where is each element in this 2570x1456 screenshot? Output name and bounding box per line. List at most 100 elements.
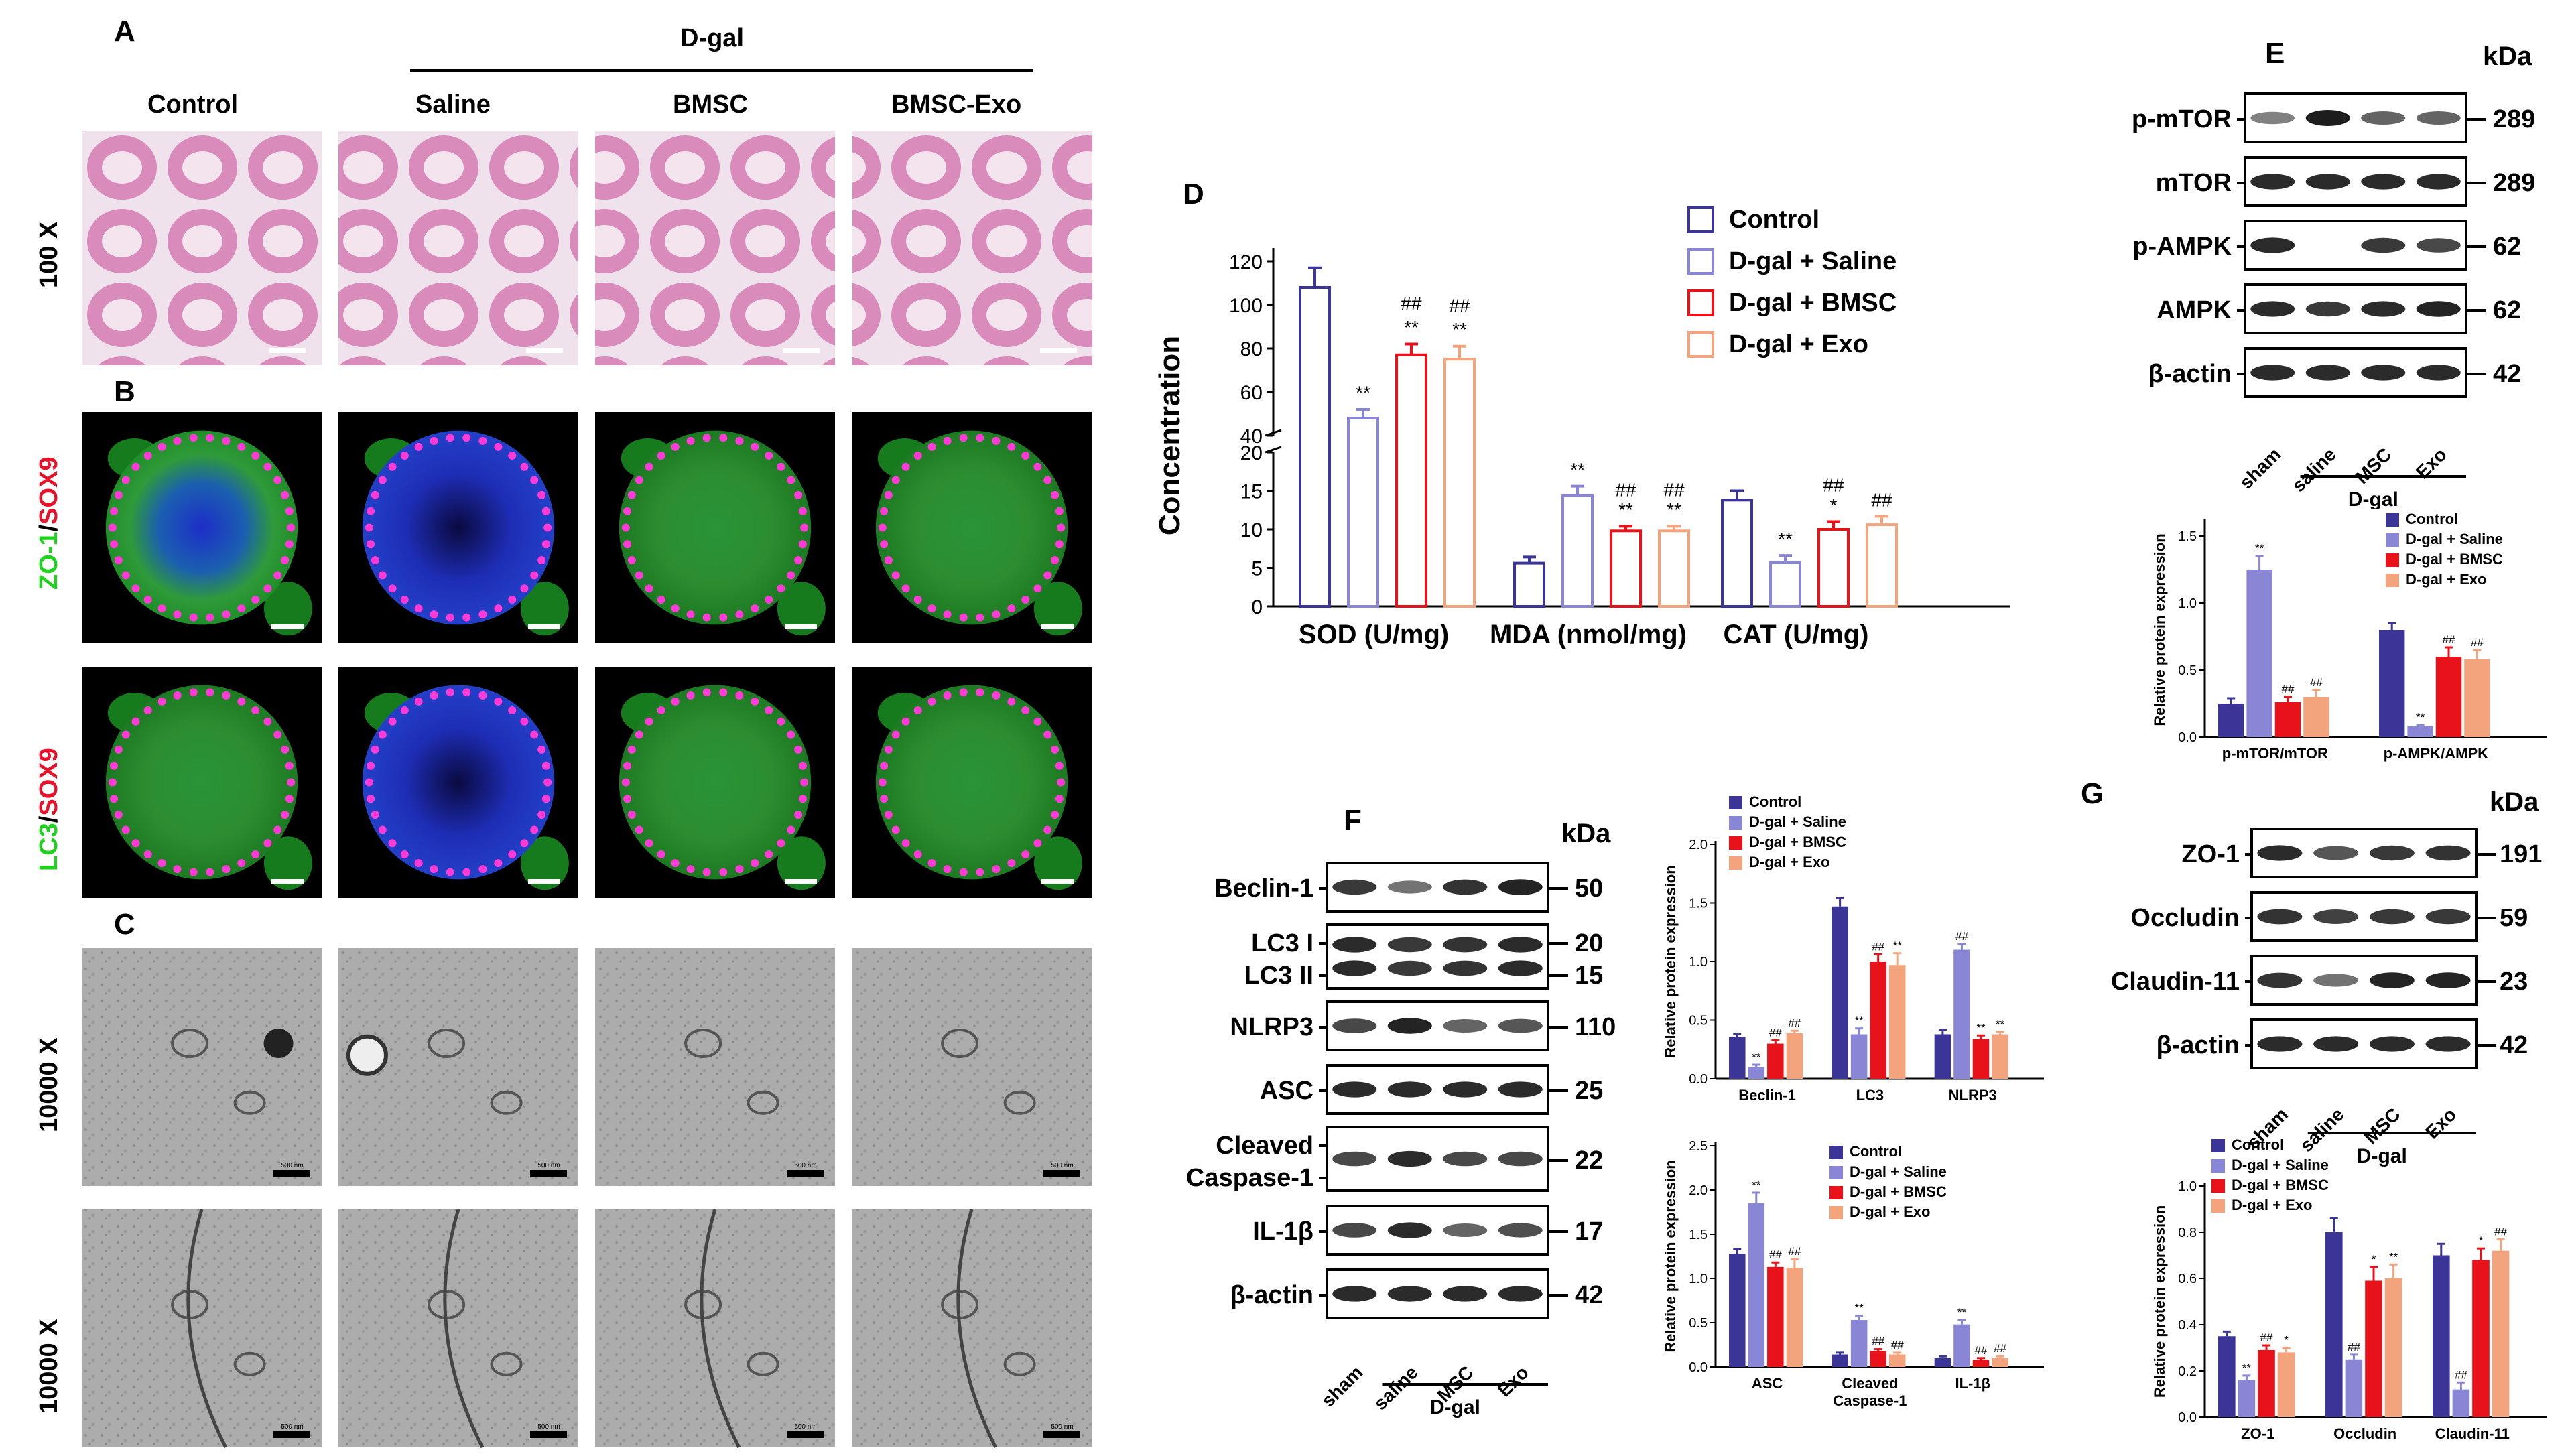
sox9-nucleus — [446, 613, 454, 622]
sox9-nucleus — [798, 507, 807, 515]
d-tick-label: 60 — [1240, 382, 1263, 404]
e-lane-label: saline — [2288, 444, 2340, 496]
f2-significance: ## — [1769, 1248, 1782, 1261]
fluor-tissue-fragment — [520, 582, 569, 636]
f1-group-label: Beclin-1 — [1738, 1087, 1796, 1104]
g-band — [2425, 909, 2471, 925]
d-bar — [1299, 286, 1331, 608]
f1-bar — [1972, 1039, 1990, 1079]
sox9-nucleus — [520, 717, 529, 726]
he-image-control — [82, 131, 322, 365]
d-tick-label: 15 — [1240, 481, 1263, 503]
sox9-nucleus — [143, 706, 152, 714]
f-band — [1332, 1081, 1377, 1098]
d-tick-label: 120 — [1229, 251, 1263, 273]
f2-y-label: Relative protein expression — [1662, 1160, 1679, 1352]
g-legend-label: D-gal + BMSC — [2232, 1177, 2329, 1193]
d-bar — [1395, 353, 1427, 608]
sox9-nucleus — [530, 730, 539, 739]
g-legend-label: Control — [2232, 1136, 2284, 1153]
d-bar — [1817, 528, 1850, 608]
sox9-nucleus — [671, 604, 680, 613]
sox9-nucleus — [635, 730, 643, 739]
sox9-nucleus — [891, 476, 900, 484]
f1-legend-swatch — [1729, 796, 1742, 809]
sox9-nucleus — [400, 706, 409, 714]
sox9-nucleus — [263, 839, 272, 848]
scale-bar-bg — [787, 1431, 824, 1438]
sox9-nucleus — [627, 811, 636, 819]
fluorescence-grid — [82, 412, 1092, 901]
fluor-tissue-fragment — [1033, 582, 1082, 636]
f1-legend-label: D-gal + Exo — [1749, 854, 1829, 870]
sox9-nucleus — [1051, 745, 1059, 754]
sox9-nucleus — [400, 451, 409, 460]
f1-y-label: Relative protein expression — [1662, 865, 1679, 1057]
g-significance: * — [2479, 1234, 2484, 1247]
f-band — [1332, 1286, 1377, 1302]
sox9-nucleus — [943, 610, 952, 619]
sox9-nucleus — [1033, 839, 1042, 848]
sox9-nucleus — [414, 697, 423, 706]
sox9-nucleus — [901, 584, 910, 593]
sox9-nucleus — [222, 610, 231, 619]
f2-group-label: Cleaved — [1842, 1375, 1898, 1392]
d-significance: ## — [1663, 479, 1685, 500]
e-legend-swatch — [2386, 553, 2399, 567]
scale-bar-bg — [273, 1431, 310, 1438]
f-band — [1498, 1018, 1543, 1033]
d-bar — [1347, 417, 1379, 608]
f-band — [1498, 1081, 1543, 1098]
d-legend-swatch — [1687, 331, 1714, 358]
f-kda-value: 110 — [1575, 1013, 1616, 1041]
e-protein-label: p-mTOR — [2132, 105, 2232, 133]
sox9-nucleus — [537, 556, 546, 565]
d-tick-label: 5 — [1251, 558, 1263, 580]
f-lane-label: sham — [1318, 1362, 1367, 1411]
f-band — [1332, 937, 1377, 953]
sox9-nucleus — [121, 730, 130, 739]
sox9-nucleus — [110, 795, 119, 803]
sox9-nucleus — [222, 436, 231, 445]
e-protein-label: β-actin — [2148, 360, 2232, 388]
g-band — [2257, 1036, 2303, 1052]
sox9-nucleus — [114, 556, 123, 565]
sox9-nucleus — [114, 745, 123, 754]
label-lc3: LC3 — [35, 823, 63, 871]
sox9-nucleus — [530, 825, 539, 834]
g-band — [2257, 972, 2303, 988]
e-legend-swatch — [2386, 513, 2399, 527]
f2-significance: ## — [1994, 1342, 2006, 1355]
sox9-nucleus — [777, 462, 785, 471]
e-significance: ## — [2471, 636, 2484, 649]
seminiferous-tubule — [875, 430, 1068, 625]
sox9-nucleus — [285, 761, 294, 770]
sox9-nucleus — [189, 434, 198, 442]
sox9-nucleus — [494, 697, 503, 706]
sox9-nucleus — [189, 613, 198, 622]
e-protein-label: mTOR — [2156, 169, 2232, 197]
g-bar — [2492, 1250, 2510, 1417]
sox9-nucleus — [702, 688, 711, 697]
tem-overlay — [82, 1209, 322, 1447]
e-band — [2361, 111, 2406, 125]
sox9-nucleus — [927, 859, 936, 868]
e-tick-label: 1.0 — [2178, 596, 2197, 611]
f2-group-label: IL-1β — [1955, 1375, 1990, 1392]
tem-overlay — [852, 948, 1092, 1186]
sox9-nucleus — [735, 436, 744, 445]
sox9-nucleus — [430, 691, 438, 700]
label-sep-2: / — [35, 815, 63, 823]
e-band — [2250, 111, 2295, 125]
f1-significance: ** — [1996, 1018, 2005, 1031]
sox9-nucleus — [537, 745, 546, 754]
sox9-nucleus — [777, 839, 785, 848]
mitochondrion — [490, 1351, 523, 1376]
row-label-10000x-1: 10000 X — [35, 1037, 63, 1132]
g-tick-label: 0.2 — [2178, 1364, 2197, 1379]
sox9-nucleus — [735, 865, 744, 874]
g-significance: ## — [2494, 1225, 2507, 1238]
d-tick-label: 80 — [1240, 338, 1263, 360]
sox9-nucleus — [1055, 540, 1064, 549]
f1-bar — [1992, 1034, 2008, 1079]
